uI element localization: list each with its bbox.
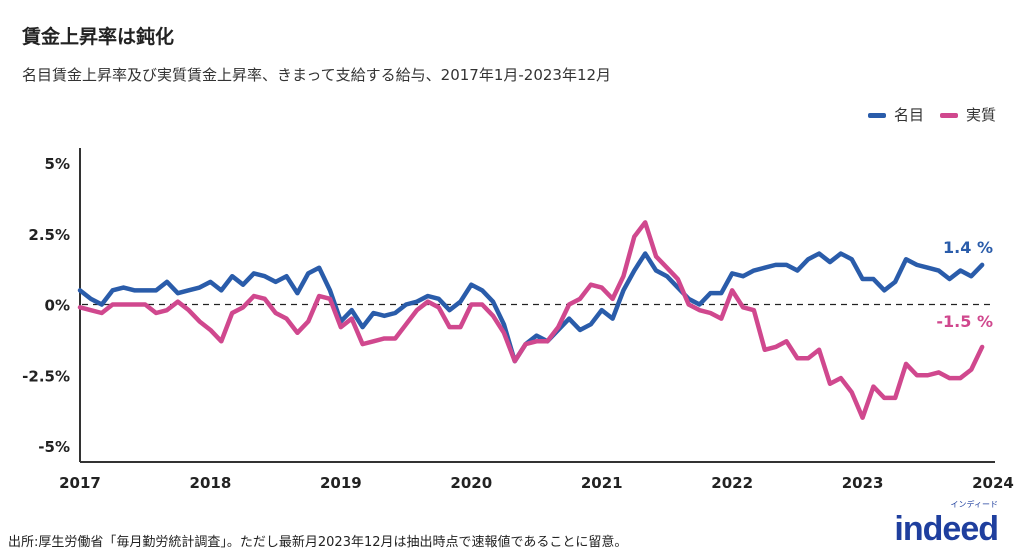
x-tick-label: 2022 (711, 474, 753, 492)
indeed-logo: インディード indeed (894, 500, 999, 548)
source-note: 出所:厚生労働省「毎月勤労統計調査」。ただし最新月2023年12月は抽出時点で速… (8, 535, 628, 550)
x-tick-label: 2020 (450, 474, 492, 492)
end-value-label: 1.4 % (943, 238, 993, 257)
logo-kana: インディード (950, 500, 998, 509)
x-tick-label: 2017 (59, 474, 101, 492)
series-line-real (77, 220, 985, 420)
legend: 名目 実質 (867, 104, 996, 125)
y-tick-label: 0% (45, 297, 70, 315)
y-tick-label: -2.5% (22, 367, 70, 385)
x-tick-label: 2021 (581, 474, 623, 492)
y-tick-label: 5% (45, 155, 70, 173)
y-tick-label: 2.5% (28, 226, 70, 244)
logo-word: indeed (894, 510, 999, 548)
legend-item-nominal: 名目 (867, 104, 924, 125)
chart-subtitle: 名目賃金上昇率及び実質賃金上昇率、きまって支給する給与、2017年1月-2023… (22, 66, 612, 84)
x-tick-label: 2024 (972, 474, 1014, 492)
legend-item-real: 実質 (939, 104, 996, 125)
x-tick-label: 2019 (320, 474, 362, 492)
legend-label: 実質 (965, 106, 996, 124)
x-tick-label: 2023 (842, 474, 884, 492)
x-tick-label: 2018 (190, 474, 232, 492)
end-value-label: -1.5 % (936, 312, 993, 331)
legend-label: 名目 (893, 106, 924, 124)
chart-title: 賃金上昇率は鈍化 (22, 26, 175, 48)
series-line-nominal (77, 251, 985, 364)
y-tick-label: -5% (38, 438, 70, 456)
